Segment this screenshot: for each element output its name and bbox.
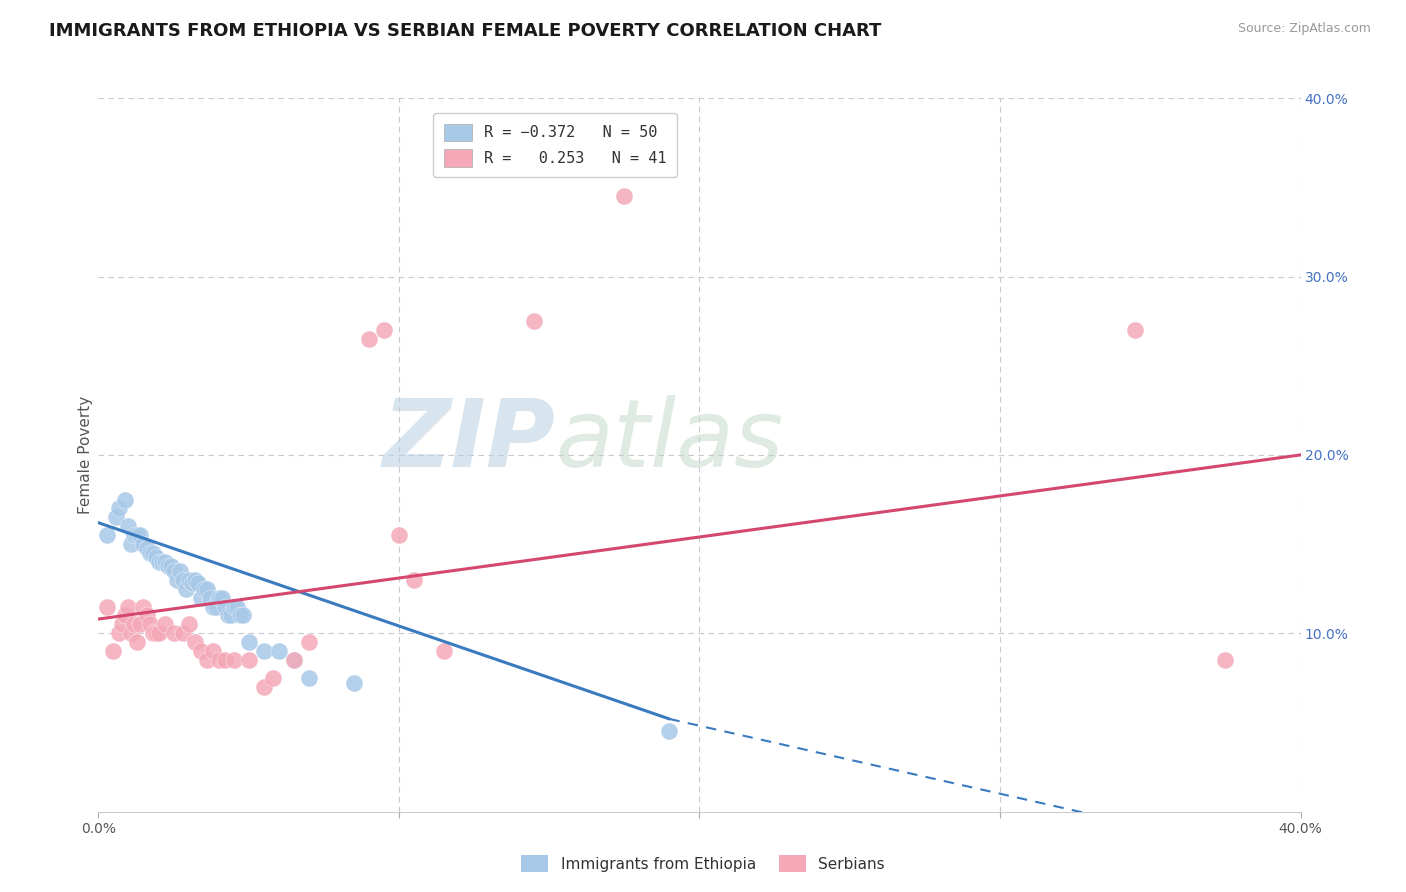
- Point: [183, 635, 205, 649]
- Point: [127, 635, 149, 649]
- Point: [132, 599, 155, 614]
- Point: [159, 558, 181, 573]
- Point: [208, 591, 231, 605]
- Point: [225, 599, 247, 614]
- Point: [201, 644, 224, 658]
- Point: [217, 608, 239, 623]
- Point: [190, 644, 212, 658]
- Point: [283, 653, 305, 667]
- Point: [124, 617, 146, 632]
- Point: [613, 189, 636, 203]
- Point: [222, 599, 245, 614]
- Point: [433, 644, 456, 658]
- Point: [172, 626, 194, 640]
- Point: [108, 501, 131, 516]
- Point: [141, 546, 163, 560]
- Point: [132, 537, 155, 551]
- Point: [238, 653, 260, 667]
- Point: [222, 653, 245, 667]
- Text: Source: ZipAtlas.com: Source: ZipAtlas.com: [1237, 22, 1371, 36]
- Point: [180, 576, 202, 591]
- Point: [153, 617, 176, 632]
- Point: [135, 541, 157, 555]
- Point: [267, 644, 290, 658]
- Point: [145, 626, 167, 640]
- Point: [198, 591, 221, 605]
- Point: [253, 644, 276, 658]
- Point: [187, 576, 209, 591]
- Point: [138, 617, 160, 632]
- Point: [166, 573, 188, 587]
- Point: [214, 599, 236, 614]
- Point: [121, 537, 143, 551]
- Point: [172, 573, 194, 587]
- Point: [204, 599, 226, 614]
- Y-axis label: Female Poverty: Female Poverty: [77, 396, 93, 514]
- Point: [177, 573, 200, 587]
- Point: [183, 573, 205, 587]
- Text: IMMIGRANTS FROM ETHIOPIA VS SERBIAN FEMALE POVERTY CORRELATION CHART: IMMIGRANTS FROM ETHIOPIA VS SERBIAN FEMA…: [49, 22, 882, 40]
- Point: [135, 608, 157, 623]
- Point: [228, 608, 250, 623]
- Point: [174, 582, 197, 596]
- Point: [96, 528, 118, 542]
- Point: [523, 314, 546, 328]
- Point: [108, 626, 131, 640]
- Point: [129, 617, 152, 632]
- Point: [117, 599, 139, 614]
- Point: [105, 510, 128, 524]
- Point: [211, 591, 233, 605]
- Legend: R = −0.372   N = 50, R =   0.253   N = 41: R = −0.372 N = 50, R = 0.253 N = 41: [433, 113, 678, 178]
- Point: [195, 582, 218, 596]
- Point: [162, 626, 184, 640]
- Point: [298, 635, 321, 649]
- Point: [169, 564, 191, 578]
- Point: [658, 724, 681, 739]
- Point: [114, 608, 136, 623]
- Point: [127, 528, 149, 542]
- Point: [402, 573, 425, 587]
- Point: [208, 653, 231, 667]
- Point: [114, 492, 136, 507]
- Point: [141, 626, 163, 640]
- Text: ZIP: ZIP: [382, 394, 555, 487]
- Point: [138, 546, 160, 560]
- Point: [148, 555, 170, 569]
- Point: [388, 528, 411, 542]
- Legend: Immigrants from Ethiopia, Serbians: Immigrants from Ethiopia, Serbians: [513, 847, 893, 880]
- Point: [129, 528, 152, 542]
- Point: [283, 653, 305, 667]
- Point: [219, 608, 242, 623]
- Point: [96, 599, 118, 614]
- Point: [124, 528, 146, 542]
- Text: atlas: atlas: [555, 395, 783, 486]
- Point: [238, 635, 260, 649]
- Point: [156, 558, 179, 573]
- Point: [195, 653, 218, 667]
- Point: [121, 626, 143, 640]
- Point: [1215, 653, 1237, 667]
- Point: [357, 332, 380, 346]
- Point: [1123, 323, 1146, 337]
- Point: [145, 549, 167, 564]
- Point: [148, 626, 170, 640]
- Point: [253, 680, 276, 694]
- Point: [193, 582, 215, 596]
- Point: [190, 591, 212, 605]
- Point: [201, 599, 224, 614]
- Point: [150, 555, 173, 569]
- Point: [177, 617, 200, 632]
- Point: [214, 653, 236, 667]
- Point: [162, 564, 184, 578]
- Point: [232, 608, 254, 623]
- Point: [262, 671, 284, 685]
- Point: [343, 676, 366, 690]
- Point: [298, 671, 321, 685]
- Point: [373, 323, 395, 337]
- Point: [153, 555, 176, 569]
- Point: [111, 617, 134, 632]
- Point: [117, 519, 139, 533]
- Point: [103, 644, 125, 658]
